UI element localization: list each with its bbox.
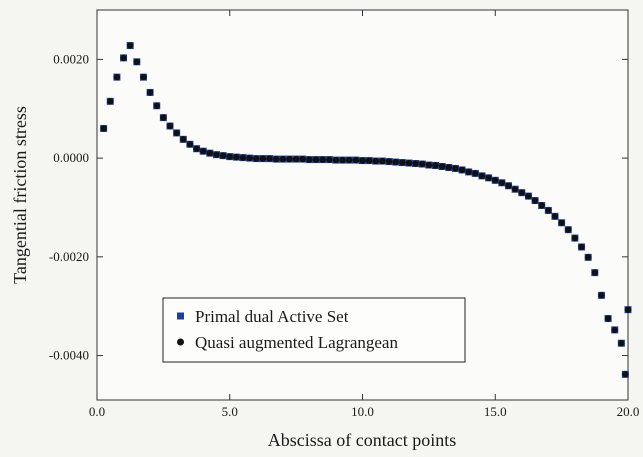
x-tick-label: 10.0 (351, 404, 374, 419)
point (405, 159, 413, 167)
point (173, 129, 180, 137)
point (126, 42, 134, 49)
y-tick-label: 0.0020 (53, 51, 89, 66)
point (372, 157, 379, 165)
point (326, 156, 333, 163)
x-axis-label: Abscissa of contact points (268, 430, 456, 450)
point (306, 156, 313, 163)
point (133, 58, 141, 66)
point (571, 234, 579, 242)
y-tick-label: -0.0020 (49, 249, 89, 264)
legend-label: Primal dual Active Set (195, 307, 349, 326)
point (445, 164, 452, 171)
point (458, 166, 466, 174)
point (518, 189, 525, 196)
point (465, 168, 472, 176)
point (273, 155, 280, 163)
point (531, 197, 539, 204)
point (200, 147, 207, 155)
point (166, 122, 174, 130)
legend: Primal dual Active Set Quasi augmented La… (162, 297, 466, 363)
point (485, 174, 492, 182)
point (604, 315, 612, 322)
point (226, 153, 233, 160)
point (399, 159, 406, 166)
point (511, 186, 519, 193)
point (253, 155, 260, 162)
x-tick-label: 15.0 (484, 404, 507, 419)
point (379, 157, 386, 165)
point (359, 157, 366, 164)
point (565, 226, 572, 233)
point (419, 160, 426, 168)
point (180, 136, 187, 143)
point (246, 154, 253, 162)
point (545, 207, 552, 214)
point (578, 243, 585, 251)
x-tick-label: 5.0 (222, 404, 238, 419)
point (206, 149, 214, 157)
point (339, 156, 346, 164)
point (279, 155, 287, 163)
point (239, 154, 247, 161)
point (213, 151, 220, 158)
point (160, 114, 167, 121)
point (525, 192, 532, 200)
point (186, 141, 194, 148)
point (319, 156, 326, 163)
point (100, 125, 107, 132)
x-tick-label: 0.0 (89, 404, 105, 419)
point (146, 89, 154, 96)
point (452, 165, 459, 172)
legend-marker (177, 338, 184, 346)
point (622, 371, 629, 378)
point (107, 98, 114, 105)
point (492, 177, 499, 184)
legend-marker (177, 312, 184, 320)
y-axis-label: Tangential friction stress (10, 106, 30, 284)
point (332, 156, 340, 164)
point (385, 158, 393, 165)
point (551, 213, 559, 220)
point (538, 202, 545, 209)
y-tick-label: 0.0000 (53, 150, 89, 165)
point (266, 155, 273, 162)
point (438, 163, 446, 170)
point (425, 161, 433, 169)
point (598, 292, 605, 299)
point (153, 102, 160, 109)
point (618, 340, 625, 347)
point (478, 172, 486, 180)
point (591, 269, 599, 276)
point (193, 145, 200, 152)
point (392, 158, 399, 166)
point (558, 219, 565, 226)
point (611, 326, 618, 334)
point (120, 54, 127, 62)
point (624, 306, 632, 313)
point (113, 73, 121, 81)
point (584, 254, 592, 261)
x-tick-label: 20.0 (617, 404, 640, 419)
y-tick-label: -0.0040 (49, 348, 89, 363)
point (346, 156, 353, 164)
point (365, 157, 373, 164)
point (219, 152, 227, 159)
point (140, 73, 147, 81)
point (432, 162, 439, 169)
point (259, 155, 267, 162)
legend-label: Quasi augmented Lagrangean (195, 333, 398, 352)
point (505, 182, 512, 189)
point (299, 155, 306, 163)
point (233, 153, 240, 161)
point (286, 155, 293, 163)
legend-box (162, 297, 466, 363)
point (292, 155, 300, 163)
point (498, 179, 506, 186)
point (352, 156, 360, 164)
point (412, 160, 419, 167)
point (472, 170, 479, 177)
point (312, 156, 320, 163)
